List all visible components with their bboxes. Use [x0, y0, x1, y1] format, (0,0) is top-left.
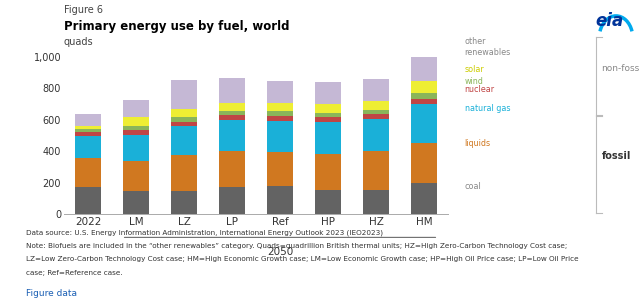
Bar — [267, 103, 293, 111]
Text: wind: wind — [465, 76, 483, 86]
Text: liquids: liquids — [465, 139, 491, 148]
Text: natural gas: natural gas — [465, 104, 510, 113]
Bar — [267, 81, 293, 103]
Bar — [171, 117, 197, 122]
Bar — [75, 158, 101, 188]
Bar — [315, 190, 341, 214]
Bar — [363, 151, 389, 190]
Bar — [123, 118, 149, 125]
Bar — [315, 82, 341, 104]
Bar — [411, 57, 437, 80]
Text: case; Ref=Reference case.: case; Ref=Reference case. — [26, 270, 122, 276]
Bar — [363, 114, 389, 119]
Bar — [171, 191, 197, 214]
Bar — [411, 80, 437, 94]
Text: Data source: U.S. Energy Information Administration, International Energy Outloo: Data source: U.S. Energy Information Adm… — [26, 230, 383, 236]
Bar — [267, 111, 293, 116]
Text: coal: coal — [465, 182, 481, 191]
Bar — [315, 118, 341, 122]
Bar — [267, 116, 293, 121]
Bar — [219, 103, 245, 111]
Bar — [75, 136, 101, 158]
Bar — [171, 80, 197, 109]
Text: eia: eia — [596, 12, 624, 30]
Bar — [363, 101, 389, 110]
Text: nuclear: nuclear — [465, 85, 495, 94]
Bar — [219, 111, 245, 115]
Bar — [363, 110, 389, 114]
Bar — [75, 114, 101, 126]
Bar — [219, 115, 245, 120]
Bar — [411, 144, 437, 183]
Bar — [219, 78, 245, 103]
Text: non-fossil: non-fossil — [602, 64, 640, 73]
Text: Figure 6: Figure 6 — [64, 5, 103, 15]
Bar — [411, 99, 437, 104]
Bar — [123, 135, 149, 162]
Bar — [171, 122, 197, 126]
Text: Primary energy use by fuel, world: Primary energy use by fuel, world — [64, 20, 289, 33]
Bar — [363, 119, 389, 151]
Bar — [363, 79, 389, 101]
Bar — [123, 162, 149, 191]
Bar — [411, 94, 437, 99]
Bar — [75, 126, 101, 129]
Bar — [411, 104, 437, 144]
Bar — [363, 190, 389, 214]
Bar — [219, 120, 245, 151]
Bar — [315, 113, 341, 118]
Bar — [219, 187, 245, 214]
Text: Note: Biofuels are included in the “other renewables” category. Quads=quadrillio: Note: Biofuels are included in the “othe… — [26, 243, 567, 249]
Bar — [75, 132, 101, 136]
Text: 2050: 2050 — [267, 247, 293, 257]
Bar — [267, 186, 293, 214]
Text: LZ=Low Zero-Carbon Technology Cost case; HM=High Economic Growth case; LM=Low Ec: LZ=Low Zero-Carbon Technology Cost case;… — [26, 256, 578, 263]
Bar — [315, 104, 341, 113]
Text: Figure data: Figure data — [26, 289, 77, 298]
Text: fossil: fossil — [602, 151, 631, 161]
Bar — [315, 122, 341, 155]
Bar — [267, 121, 293, 152]
Text: quads: quads — [64, 37, 93, 47]
Bar — [171, 126, 197, 155]
Bar — [123, 130, 149, 135]
Bar — [75, 129, 101, 132]
Bar — [315, 155, 341, 190]
Bar — [411, 183, 437, 214]
Text: solar: solar — [465, 65, 484, 74]
Bar — [123, 191, 149, 214]
Bar — [123, 125, 149, 130]
Bar — [75, 188, 101, 214]
Bar — [171, 155, 197, 191]
Bar — [219, 151, 245, 187]
Bar — [267, 152, 293, 186]
Bar — [171, 109, 197, 117]
Bar — [123, 100, 149, 118]
Text: other
renewables: other renewables — [465, 37, 511, 58]
